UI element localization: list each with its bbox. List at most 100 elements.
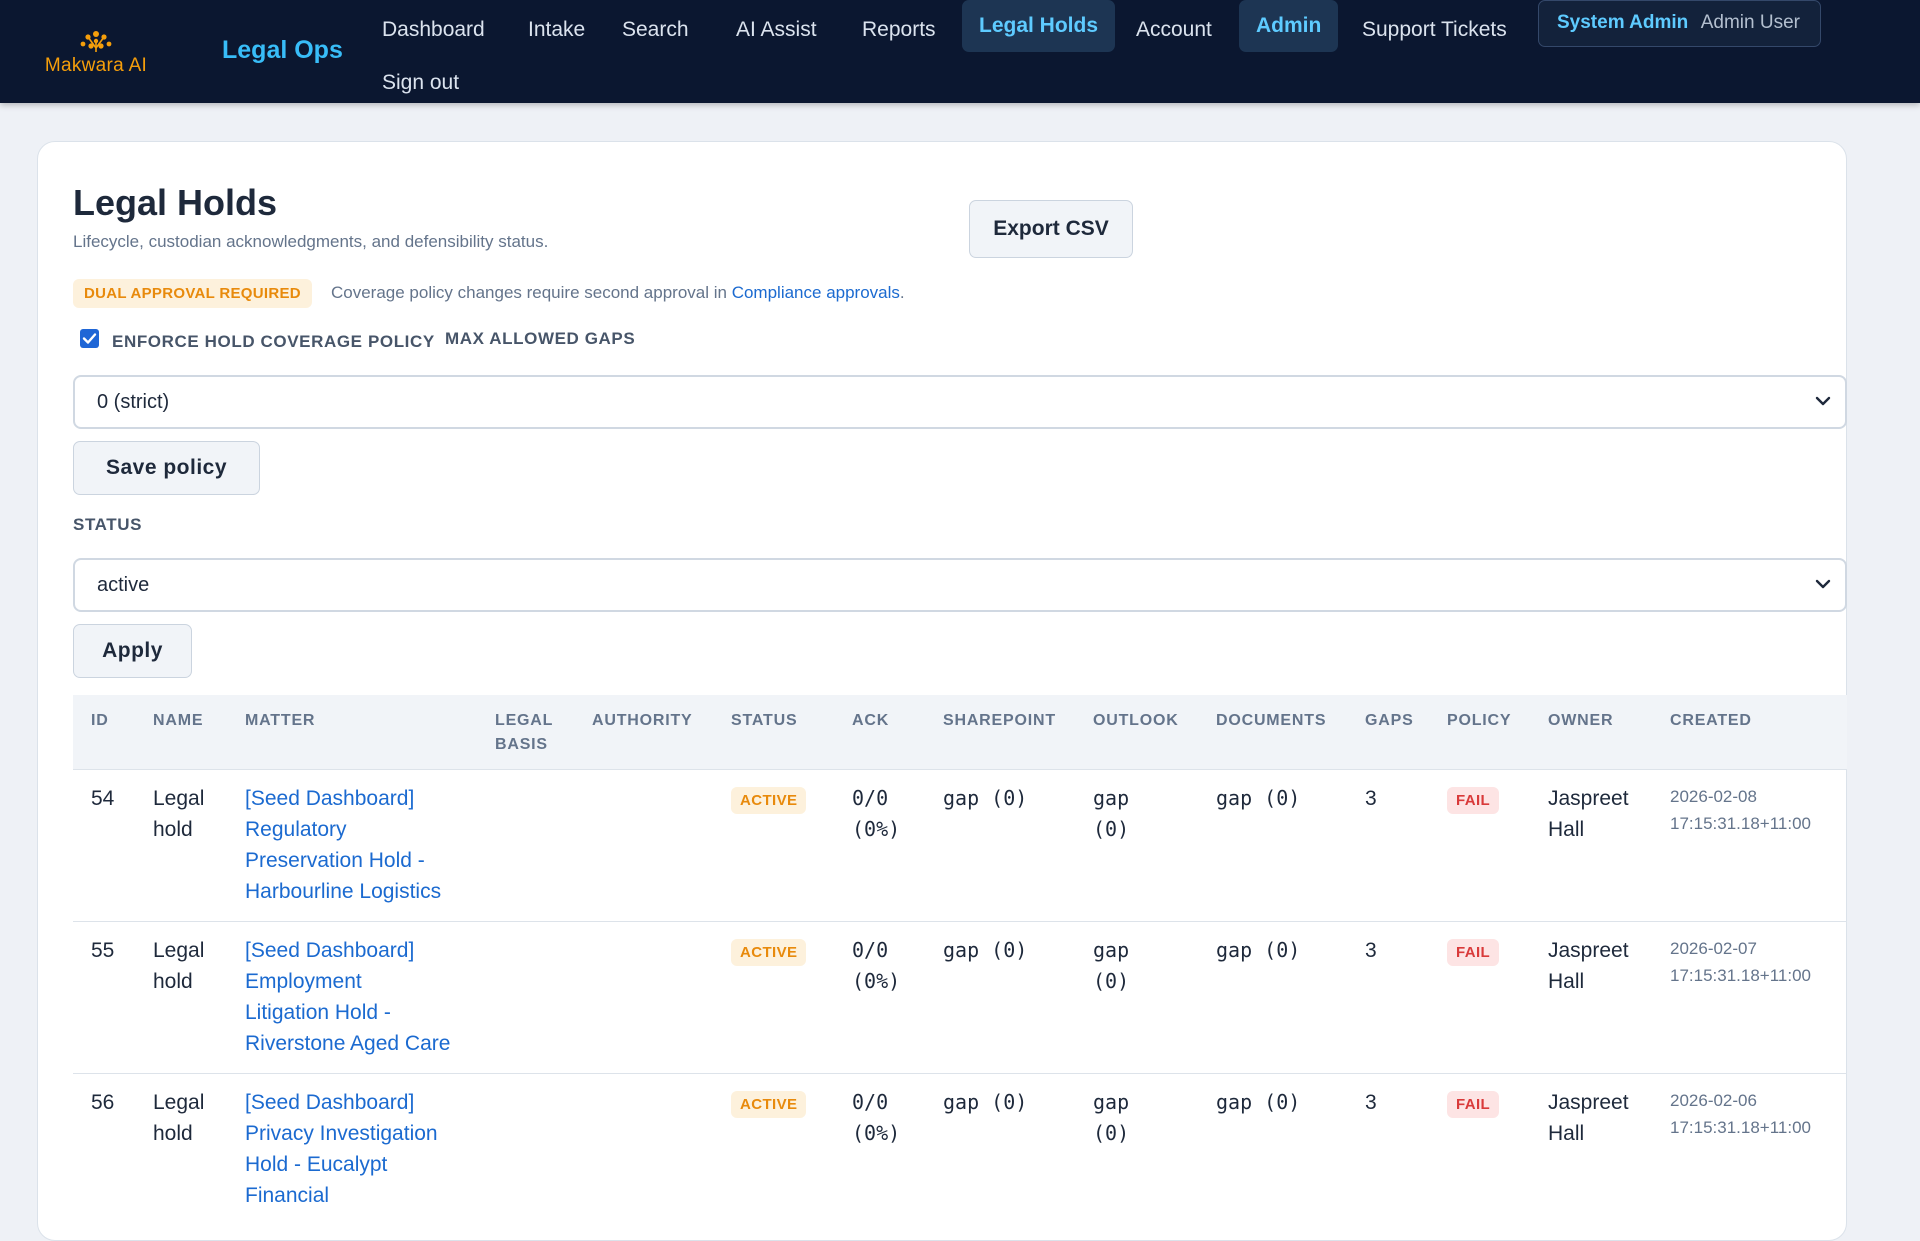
export-csv-button[interactable]: Export CSV [969, 200, 1133, 258]
ack-line: (0%) [852, 1121, 901, 1145]
save-policy-button[interactable]: Save policy [73, 441, 260, 495]
table-row[interactable]: 56 Legal hold [Seed Dashboard] Privacy I… [73, 1074, 1847, 1226]
cell-sharepoint: gap (0) [943, 1090, 1028, 1114]
matter-line: [Seed Dashboard] [245, 939, 415, 962]
owner-line: Hall [1548, 970, 1585, 993]
cell-documents: gap (0) [1216, 1090, 1301, 1114]
outlook-line: (0) [1093, 969, 1130, 993]
status-filter-label: STATUS [73, 515, 143, 534]
nav-search[interactable]: Search [622, 18, 689, 41]
chevron-down-icon [1815, 560, 1831, 630]
status-filter-select[interactable]: active [73, 558, 1847, 612]
table-row[interactable]: 54 Legal hold [Seed Dashboard] Regulator… [73, 770, 1847, 922]
cell-sharepoint: gap (0) [943, 938, 1028, 962]
ack-line: (0%) [852, 969, 901, 993]
th-id[interactable]: ID [91, 712, 109, 729]
cell-matter-link[interactable]: [Seed Dashboard] Privacy Investigation H… [245, 1087, 438, 1211]
max-gaps-label: MAX ALLOWED GAPS [445, 329, 636, 348]
th-documents[interactable]: DOCUMENTS [1216, 712, 1327, 729]
cell-name-line: Legal [153, 787, 205, 810]
nav-ai-assist[interactable]: AI Assist [736, 18, 817, 41]
th-status[interactable]: STATUS [731, 712, 798, 729]
nav-legal-holds[interactable]: Legal Holds [962, 0, 1116, 52]
ack-line: 0/0 [852, 938, 889, 962]
status-badge: ACTIVE [731, 787, 807, 814]
th-matter[interactable]: MATTER [245, 712, 316, 729]
cell-name: Legal hold [153, 935, 204, 997]
owner-line: Jaspreet [1548, 1091, 1629, 1114]
compliance-approvals-link[interactable]: Compliance approvals [731, 283, 900, 302]
ack-line: 0/0 [852, 786, 889, 810]
th-authority[interactable]: AUTHORITY [592, 712, 693, 729]
owner-line: Hall [1548, 1122, 1585, 1145]
table-row[interactable]: 55 Legal hold [Seed Dashboard] Employmen… [73, 922, 1847, 1074]
nav-sign-out[interactable]: Sign out [382, 71, 460, 94]
created-date: 2026-02-06 [1670, 1091, 1757, 1110]
matter-line: Regulatory [245, 818, 347, 841]
matter-line: [Seed Dashboard] [245, 787, 415, 810]
th-sharepoint[interactable]: SHAREPOINT [943, 712, 1056, 729]
cell-created: 2026-02-08 17:15:31.18+11:00 [1670, 783, 1811, 837]
owner-line: Hall [1548, 818, 1585, 841]
nav-intake[interactable]: Intake [528, 18, 586, 41]
th-ack[interactable]: ACK [852, 712, 890, 729]
cell-ack: 0/0 (0%) [852, 1087, 900, 1149]
cell-name-line: Legal [153, 1091, 205, 1114]
status-filter-value: active [97, 574, 150, 596]
cell-ack: 0/0 (0%) [852, 783, 900, 845]
policy-badge: FAIL [1447, 787, 1500, 814]
nav-support-tickets[interactable]: Support Tickets [1362, 18, 1507, 41]
cell-owner: Jaspreet Hall [1548, 783, 1629, 845]
chevron-down-icon [1815, 377, 1831, 447]
nav-reports[interactable]: Reports [862, 18, 936, 41]
th-policy[interactable]: POLICY [1447, 712, 1512, 729]
outlook-line: gap [1093, 938, 1130, 962]
user-badge[interactable]: System Admin Admin User [1538, 0, 1821, 47]
nav-admin[interactable]: Admin [1239, 0, 1339, 52]
cell-matter-link[interactable]: [Seed Dashboard] Employment Litigation H… [245, 935, 450, 1059]
nav-dashboard[interactable]: Dashboard [382, 18, 485, 41]
ack-line: 0/0 [852, 1090, 889, 1114]
th-legal-basis-line1: LEGAL [495, 712, 554, 729]
created-date: 2026-02-07 [1670, 939, 1757, 958]
cell-id: 56 [91, 1091, 115, 1114]
nav-account[interactable]: Account [1136, 18, 1212, 41]
th-created[interactable]: CREATED [1670, 712, 1752, 729]
ack-line: (0%) [852, 817, 901, 841]
top-nav-bar: Makwara AI Legal Ops Dashboard Intake Se… [0, 0, 1920, 103]
apply-filter-button[interactable]: Apply [73, 624, 192, 678]
flower-icon [80, 31, 112, 52]
cell-matter-link[interactable]: [Seed Dashboard] Regulatory Preservation… [245, 783, 441, 907]
check-icon [82, 333, 97, 344]
matter-line: [Seed Dashboard] [245, 1091, 415, 1114]
cell-owner: Jaspreet Hall [1548, 1087, 1629, 1149]
cell-ack: 0/0 (0%) [852, 935, 900, 997]
brand[interactable]: Makwara AI [36, 28, 156, 77]
policy-badge: FAIL [1447, 1091, 1500, 1118]
cell-gaps: 3 [1365, 787, 1377, 810]
outlook-line: (0) [1093, 817, 1130, 841]
matter-line: Preservation Hold - [245, 849, 425, 872]
th-owner[interactable]: OWNER [1548, 712, 1614, 729]
matter-line: Litigation Hold - [245, 1001, 391, 1024]
policy-badge: FAIL [1447, 939, 1500, 966]
matter-line: Employment [245, 970, 362, 993]
th-gaps[interactable]: GAPS [1365, 712, 1414, 729]
th-legal-basis[interactable]: LEGAL BASIS [495, 709, 553, 757]
cell-name-line: Legal [153, 939, 205, 962]
th-outlook[interactable]: OUTLOOK [1093, 712, 1179, 729]
cell-created: 2026-02-06 17:15:31.18+11:00 [1670, 1087, 1811, 1141]
cell-id: 54 [91, 787, 115, 810]
main-nav: Dashboard Intake Search AI Assist Report… [365, 0, 1845, 103]
status-badge: ACTIVE [731, 939, 807, 966]
enforce-policy-checkbox[interactable] [80, 329, 99, 348]
cell-sharepoint: gap (0) [943, 786, 1028, 810]
cell-outlook: gap (0) [1093, 783, 1129, 845]
owner-line: Jaspreet [1548, 787, 1629, 810]
cell-owner: Jaspreet Hall [1548, 935, 1629, 997]
outlook-line: gap [1093, 786, 1130, 810]
th-name[interactable]: NAME [153, 712, 204, 729]
cell-id: 55 [91, 939, 115, 962]
app-title[interactable]: Legal Ops [222, 36, 343, 64]
max-gaps-select[interactable]: 0 (strict) [73, 375, 1847, 429]
